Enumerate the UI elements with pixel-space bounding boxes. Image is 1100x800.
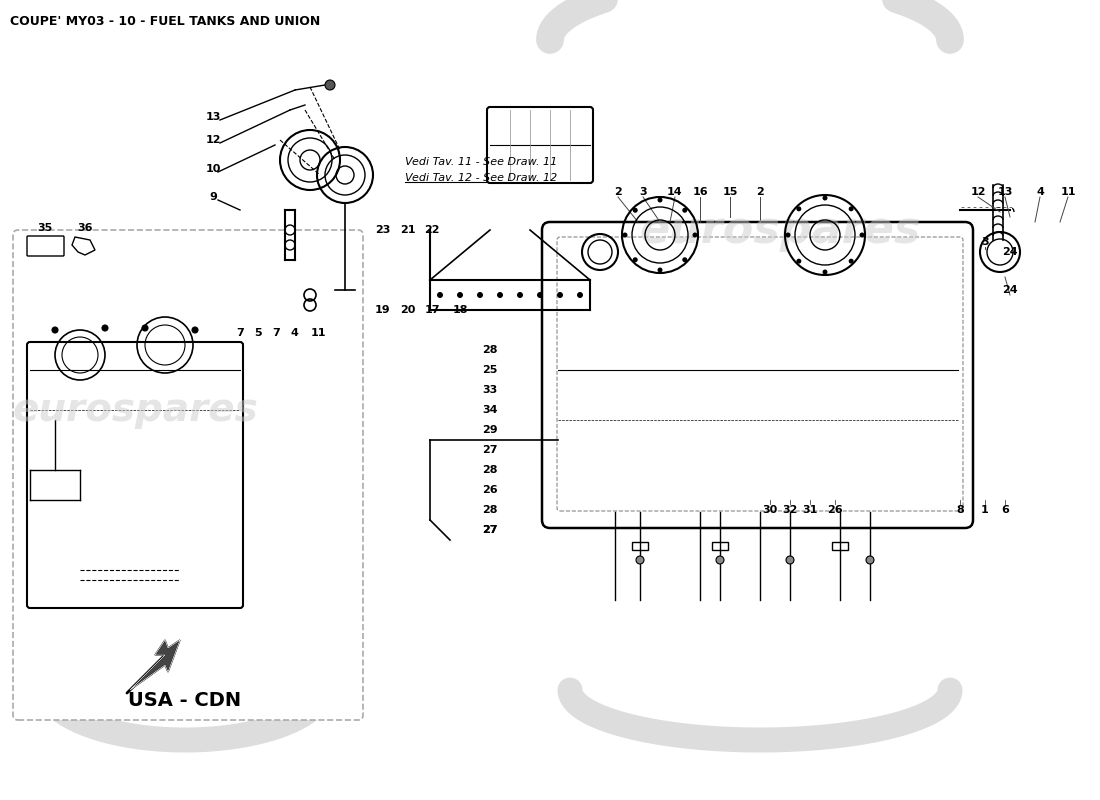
Text: 11: 11 — [310, 328, 326, 338]
Text: 25: 25 — [482, 365, 497, 375]
Text: 1: 1 — [981, 505, 989, 515]
Text: 35: 35 — [37, 223, 53, 233]
Text: 33: 33 — [483, 385, 497, 395]
Text: 14: 14 — [668, 187, 683, 197]
Circle shape — [632, 258, 638, 262]
Text: 13: 13 — [206, 112, 221, 122]
Circle shape — [52, 327, 58, 333]
Text: 4: 4 — [290, 328, 298, 338]
Circle shape — [682, 258, 688, 262]
Text: 28: 28 — [482, 345, 497, 355]
FancyBboxPatch shape — [13, 230, 363, 720]
Text: 31: 31 — [802, 505, 817, 515]
Text: 23: 23 — [375, 225, 390, 235]
Bar — [832, 542, 848, 550]
Text: eurospares: eurospares — [639, 209, 921, 251]
Circle shape — [658, 267, 662, 273]
Text: 5: 5 — [254, 328, 262, 338]
Text: 11: 11 — [1060, 187, 1076, 197]
Text: 7: 7 — [236, 328, 244, 338]
Text: 2: 2 — [614, 187, 622, 197]
FancyBboxPatch shape — [542, 222, 974, 528]
Text: eurospares: eurospares — [12, 391, 257, 429]
Circle shape — [192, 327, 198, 333]
Text: 27: 27 — [482, 525, 497, 535]
Text: 3: 3 — [639, 187, 647, 197]
Circle shape — [517, 292, 522, 298]
Text: Vedi Tav. 11 - See Draw. 11: Vedi Tav. 11 - See Draw. 11 — [405, 157, 558, 167]
FancyBboxPatch shape — [28, 236, 64, 256]
Text: 12: 12 — [206, 135, 221, 145]
Text: 2: 2 — [756, 187, 763, 197]
Text: 4: 4 — [1036, 187, 1044, 197]
Text: 28: 28 — [482, 465, 497, 475]
Text: 20: 20 — [400, 305, 416, 315]
Circle shape — [682, 208, 688, 213]
Circle shape — [437, 292, 443, 298]
Text: COUPE' MY03 - 10 - FUEL TANKS AND UNION: COUPE' MY03 - 10 - FUEL TANKS AND UNION — [10, 15, 320, 28]
Circle shape — [716, 556, 724, 564]
Circle shape — [636, 556, 644, 564]
Text: 29: 29 — [482, 425, 498, 435]
Circle shape — [142, 325, 148, 331]
Text: 22: 22 — [425, 225, 440, 235]
Circle shape — [866, 556, 874, 564]
Circle shape — [796, 258, 801, 264]
Circle shape — [102, 325, 108, 331]
Text: 34: 34 — [482, 405, 497, 415]
Text: 15: 15 — [723, 187, 738, 197]
Bar — [632, 542, 648, 550]
Circle shape — [693, 233, 697, 238]
Text: 8: 8 — [956, 505, 964, 515]
FancyBboxPatch shape — [28, 342, 243, 608]
Text: USA - CDN: USA - CDN — [129, 690, 242, 710]
Circle shape — [632, 208, 638, 213]
Text: 24: 24 — [1002, 247, 1018, 257]
Text: 26: 26 — [482, 485, 498, 495]
Circle shape — [623, 233, 627, 238]
Text: 18: 18 — [452, 305, 468, 315]
Bar — [712, 542, 728, 550]
Circle shape — [456, 292, 463, 298]
Circle shape — [578, 292, 583, 298]
Circle shape — [786, 556, 794, 564]
Circle shape — [477, 292, 483, 298]
Text: 12: 12 — [970, 187, 986, 197]
Circle shape — [537, 292, 543, 298]
Text: 30: 30 — [762, 505, 778, 515]
Circle shape — [849, 258, 854, 264]
Text: 19: 19 — [375, 305, 390, 315]
Polygon shape — [72, 237, 95, 255]
Text: 32: 32 — [782, 505, 797, 515]
Text: 21: 21 — [400, 225, 416, 235]
Circle shape — [823, 195, 827, 201]
Circle shape — [785, 233, 791, 238]
Text: 24: 24 — [1002, 285, 1018, 295]
Circle shape — [849, 206, 854, 211]
Text: 27: 27 — [482, 525, 497, 535]
Circle shape — [324, 80, 336, 90]
Text: 28: 28 — [482, 505, 497, 515]
Text: 17: 17 — [425, 305, 440, 315]
FancyBboxPatch shape — [487, 107, 593, 183]
Text: 16: 16 — [692, 187, 707, 197]
Text: 36: 36 — [77, 223, 92, 233]
Text: 13: 13 — [998, 187, 1013, 197]
Circle shape — [796, 206, 801, 211]
Text: 26: 26 — [827, 505, 843, 515]
Circle shape — [658, 198, 662, 202]
Text: 3: 3 — [981, 237, 989, 247]
Text: 10: 10 — [206, 164, 221, 174]
Text: 7: 7 — [272, 328, 279, 338]
Text: 27: 27 — [482, 445, 497, 455]
Circle shape — [823, 270, 827, 274]
Polygon shape — [130, 640, 180, 690]
Text: Vedi Tav. 12 - See Draw. 12: Vedi Tav. 12 - See Draw. 12 — [405, 173, 558, 183]
Circle shape — [497, 292, 503, 298]
Circle shape — [859, 233, 865, 238]
Text: 6: 6 — [1001, 505, 1009, 515]
Circle shape — [557, 292, 563, 298]
Text: 9: 9 — [209, 192, 217, 202]
